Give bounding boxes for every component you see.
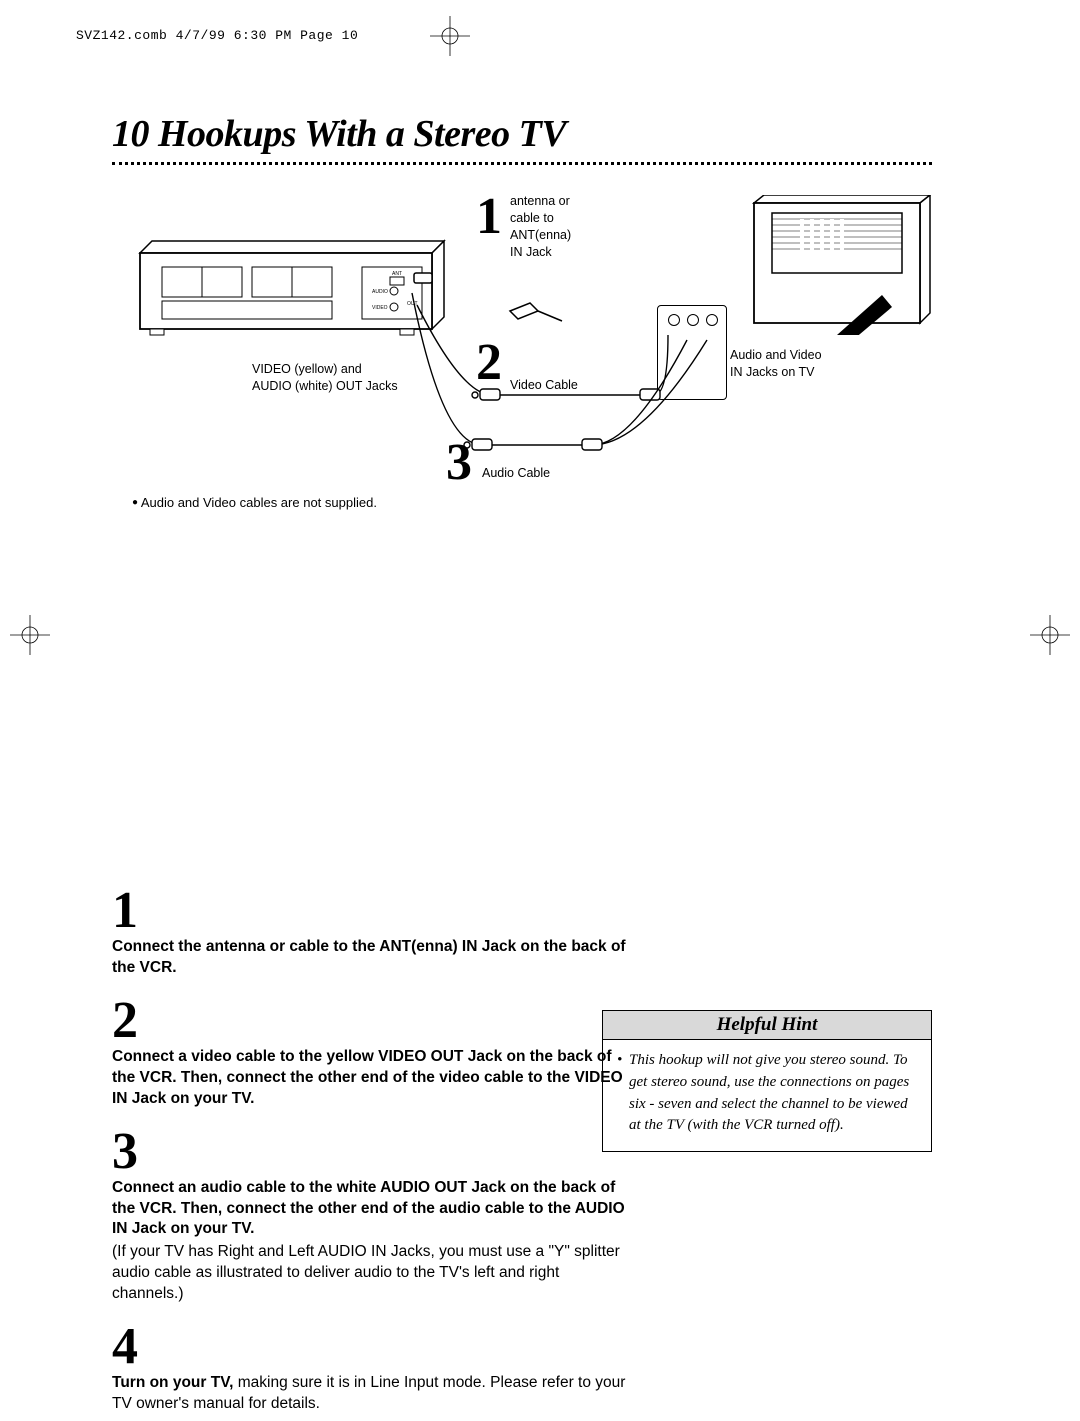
page-title: 10 Hookups With a Stereo TV — [112, 112, 932, 156]
step-4: 4 Turn on your TV, making sure it is in … — [112, 1321, 632, 1415]
diagram-step-3: 3 — [446, 437, 472, 489]
step-1-text: Connect the antenna or cable to the ANT(… — [112, 938, 626, 976]
hookup-diagram: ANT AUDIO OUT VIDEO — [112, 175, 932, 525]
title-divider — [112, 162, 932, 165]
hint-text: This hookup will not give you stereo sou… — [629, 1050, 917, 1137]
label-out-jacks: VIDEO (yellow) and AUDIO (white) OUT Jac… — [252, 361, 398, 395]
label-tv-in-jacks: Audio and Video IN Jacks on TV — [730, 347, 822, 381]
page-meta: SVZ142.comb 4/7/99 6:30 PM Page 10 — [76, 28, 358, 43]
step-2-text: Connect a video cable to the yellow VIDE… — [112, 1048, 623, 1107]
step-4-number: 4 — [112, 1321, 632, 1373]
label-antenna: antenna or cable to ANT(enna) IN Jack — [510, 193, 571, 261]
step-3-text: Connect an audio cable to the white AUDI… — [112, 1179, 625, 1238]
step-2: 2 Connect a video cable to the yellow VI… — [112, 995, 632, 1110]
step-3-subtext: (If your TV has Right and Left AUDIO IN … — [112, 1242, 632, 1305]
diagram-step-1: 1 — [476, 191, 502, 243]
cables-not-supplied-note: Audio and Video cables are not supplied. — [132, 495, 377, 510]
hint-body: • This hookup will not give you stereo s… — [602, 1040, 932, 1152]
bullet-icon: • — [617, 1050, 629, 1137]
hint-title: Helpful Hint — [602, 1010, 932, 1040]
label-audio-cable: Audio Cable — [482, 465, 550, 482]
step-1-number: 1 — [112, 885, 632, 937]
step-4-lead: Turn on your TV, — [112, 1374, 233, 1391]
diagram-step-2: 2 — [476, 337, 502, 389]
helpful-hint-box: Helpful Hint • This hookup will not give… — [602, 1010, 932, 1152]
step-2-number: 2 — [112, 995, 632, 1047]
step-1: 1 Connect the antenna or cable to the AN… — [112, 885, 632, 979]
label-video-cable: Video Cable — [510, 377, 578, 394]
page-content: 10 Hookups With a Stereo TV ANT AUDIO OU… — [112, 112, 932, 1421]
steps-list: 1 Connect the antenna or cable to the AN… — [112, 885, 632, 1415]
step-3-number: 3 — [112, 1126, 632, 1178]
step-3: 3 Connect an audio cable to the white AU… — [112, 1126, 632, 1306]
